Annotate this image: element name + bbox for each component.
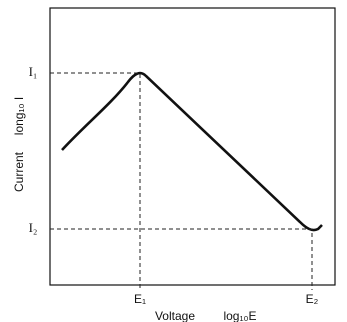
x-axis-unit: log₁₀E — [223, 309, 256, 322]
x-marker-label: E₁ — [134, 292, 146, 306]
x-marker-label: E₂ — [306, 292, 319, 306]
marker-line — [50, 72, 141, 290]
y-marker-label: I₂ — [29, 220, 38, 235]
x-axis-label: Voltage — [155, 309, 195, 322]
marker-line — [50, 228, 313, 290]
y-axis-unit: long₁₀ I — [12, 97, 26, 135]
curve — [61, 71, 323, 232]
plot-frame — [49, 7, 336, 286]
y-marker-label: I₁ — [29, 64, 38, 79]
y-axis-label: Current — [12, 151, 26, 192]
